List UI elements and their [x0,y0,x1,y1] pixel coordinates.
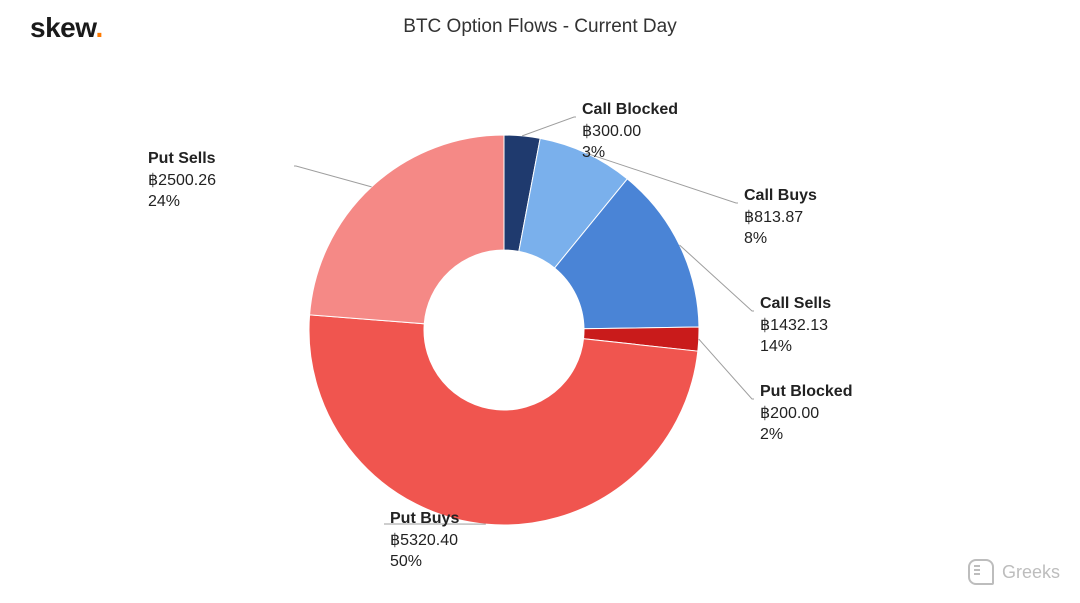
label-connector [294,166,372,187]
watermark-text: Greeks [1002,562,1060,583]
donut-chart [0,0,1080,603]
slice-label-name: Put Blocked [760,381,852,403]
label-connector [699,339,754,399]
slice-label-percent: 2% [760,424,852,446]
slice-label-value: ฿813.87 [744,207,817,229]
slice-label: Put Blocked฿200.002% [760,381,852,446]
slice-label: Put Sells฿2500.2624% [148,148,288,213]
donut-slice [310,135,504,324]
label-connector [522,117,576,136]
slice-label-percent: 24% [148,191,288,213]
slice-label-value: ฿300.00 [582,121,678,143]
slice-label: Put Buys฿5320.4050% [390,508,459,573]
slice-label-percent: 8% [744,228,817,250]
slice-label-value: ฿2500.26 [148,170,288,192]
slice-label-name: Put Sells [148,148,288,170]
watermark: Greeks [968,559,1060,585]
slice-label-percent: 14% [760,336,831,358]
slice-label: Call Blocked฿300.003% [582,99,678,164]
donut-slice [309,315,698,525]
slice-label-name: Call Buys [744,185,817,207]
slice-label-name: Put Buys [390,508,459,530]
wechat-icon [968,559,994,585]
slice-label-percent: 50% [390,551,459,573]
slice-label: Call Sells฿1432.1314% [760,293,831,358]
slice-label-value: ฿1432.13 [760,315,831,337]
slice-label: Call Buys฿813.878% [744,185,817,250]
slice-label-name: Call Blocked [582,99,678,121]
slice-label-value: ฿5320.40 [390,530,459,552]
slice-label-name: Call Sells [760,293,831,315]
slice-label-percent: 3% [582,142,678,164]
slice-label-value: ฿200.00 [760,403,852,425]
